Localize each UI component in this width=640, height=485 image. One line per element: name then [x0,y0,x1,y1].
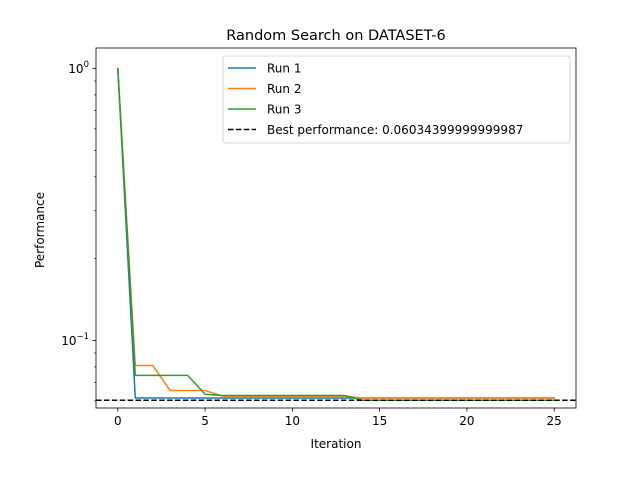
x-tick-label: 0 [114,414,122,428]
x-tick-label: 10 [285,414,300,428]
y-tick-label: 10−1 [61,332,89,348]
x-tick-label: 15 [372,414,387,428]
legend-label-1: Run 1 [267,62,301,76]
x-tick-label: 20 [459,414,474,428]
series-layer [96,67,576,401]
x-tick-label: 25 [547,414,562,428]
legend-box [222,55,571,144]
axes-layer: 0 5 10 15 20 25 100 10−1 [61,47,577,428]
x-axis-label: Iteration [311,437,362,451]
legend-label-4: Best performance: 0.06034399999999987 [267,123,523,137]
plot-frame [95,47,577,409]
legend: Run 1 Run 2 Run 3 Best performance: 0.06034… [222,55,571,144]
y-tick-label: 100 [68,60,89,76]
x-tick-label: 5 [201,414,209,428]
legend-label-2: Run 2 [267,82,301,96]
legend-label-3: Run 3 [267,103,301,117]
series-line-run-3 [117,67,555,401]
chart-title: Random Search on DATASET-6 [226,28,445,44]
y-axis-label: Performance [33,192,47,268]
